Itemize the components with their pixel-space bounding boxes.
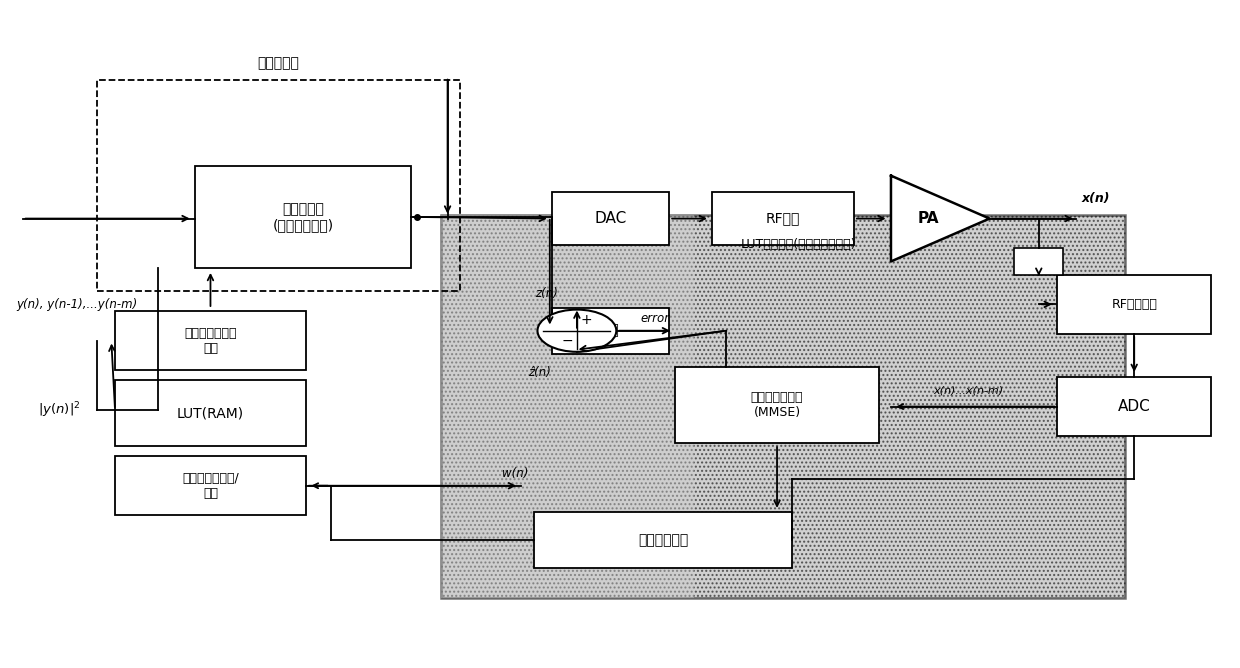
Text: error: error	[641, 313, 670, 325]
Text: −: −	[562, 334, 573, 348]
Text: y(n), y(n-1),...y(n-m): y(n), y(n-1),...y(n-m)	[16, 298, 138, 311]
Text: ẑ(n): ẑ(n)	[528, 366, 552, 379]
Bar	[115, 311, 306, 370]
Bar	[1058, 377, 1211, 436]
Bar	[552, 307, 670, 354]
Text: $|y(n)|^{2}$: $|y(n)|^{2}$	[38, 400, 81, 420]
Text: 预失真参数输出
处理: 预失真参数输出 处理	[185, 327, 237, 355]
Bar	[115, 380, 306, 446]
Text: DAC: DAC	[595, 211, 627, 226]
Polygon shape	[892, 176, 990, 261]
Text: 延时: 延时	[603, 324, 619, 338]
Text: LUT(RAM): LUT(RAM)	[177, 406, 244, 420]
Bar	[533, 512, 792, 568]
Bar	[441, 215, 1125, 598]
Text: ADC: ADC	[1117, 399, 1151, 414]
Text: 时序控制模块: 时序控制模块	[639, 533, 688, 547]
Bar	[1058, 275, 1211, 334]
Text: 训练预失真参数
(MMSE): 训练预失真参数 (MMSE)	[750, 391, 804, 419]
Text: RF接收通道: RF接收通道	[1111, 298, 1157, 311]
Text: z(n): z(n)	[534, 287, 558, 300]
Bar	[97, 80, 460, 291]
Text: PA: PA	[918, 211, 939, 226]
Text: x(n): x(n)	[1081, 192, 1110, 205]
Text: 预失真参数更新/
保存: 预失真参数更新/ 保存	[182, 472, 239, 500]
Circle shape	[537, 309, 616, 352]
Text: 矢量调节器
(自适应滤波器): 矢量调节器 (自适应滤波器)	[273, 202, 334, 232]
Text: RF通道: RF通道	[766, 212, 800, 226]
Bar	[115, 456, 306, 516]
Bar	[552, 192, 670, 245]
Text: w(n): w(n)	[502, 468, 528, 480]
Bar	[441, 215, 694, 598]
Text: x(n)...x(n-m): x(n)...x(n-m)	[932, 385, 1003, 395]
Text: LUT更新处理(自适应滤波处理): LUT更新处理(自适应滤波处理)	[740, 238, 857, 251]
Bar	[195, 166, 410, 268]
Text: 预失真处理: 预失真处理	[257, 57, 299, 71]
Bar	[1014, 248, 1064, 275]
Bar	[676, 367, 879, 443]
Bar	[712, 192, 854, 245]
Text: +: +	[580, 313, 593, 327]
